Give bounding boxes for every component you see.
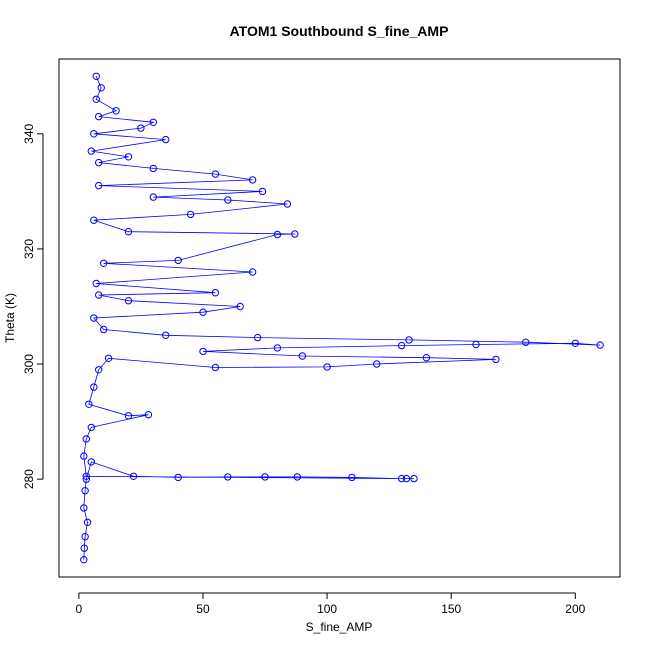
x-axis: 0 50 100 150 200 — [76, 592, 586, 616]
data-point — [174, 256, 182, 265]
data-point — [211, 289, 220, 297]
data-point — [410, 474, 418, 483]
data-point — [97, 84, 105, 92]
data-point — [273, 230, 282, 239]
y-tick-label: 320 — [22, 239, 36, 259]
data-point — [80, 504, 88, 512]
data-point — [112, 107, 120, 115]
x-tick-label: 150 — [441, 602, 461, 616]
data-point — [149, 164, 158, 173]
data-point — [283, 200, 292, 208]
data-point — [124, 153, 133, 161]
data-point — [248, 176, 257, 184]
data-point — [298, 352, 306, 360]
data-point — [224, 196, 232, 204]
data-point — [162, 135, 170, 144]
data-point — [149, 118, 158, 127]
data-point — [124, 412, 133, 420]
data-point — [596, 341, 604, 349]
data-point — [82, 472, 91, 480]
data-point — [92, 72, 100, 81]
data-point — [492, 355, 500, 364]
data-point — [95, 112, 103, 121]
data-point — [95, 181, 103, 190]
data-point — [144, 411, 153, 419]
data-point — [199, 347, 207, 356]
data-point — [81, 487, 89, 495]
data-point — [87, 147, 96, 155]
data-point — [80, 556, 88, 564]
data-point — [80, 544, 89, 552]
data-point — [323, 363, 331, 371]
data-series — [80, 72, 604, 564]
data-point — [87, 458, 96, 466]
y-tick-label: 340 — [22, 123, 36, 143]
data-point — [373, 360, 381, 368]
data-point — [100, 259, 108, 267]
data-point — [253, 333, 262, 342]
data-point — [100, 325, 108, 334]
data-point — [186, 210, 195, 219]
chart-title: ATOM1 Southbound S_fine_AMP — [230, 23, 449, 39]
data-point — [348, 473, 356, 482]
y-axis: 280 300 320 340 — [22, 123, 44, 489]
data-point — [83, 518, 92, 526]
data-point — [258, 187, 267, 196]
data-point — [124, 297, 133, 305]
data-point — [82, 435, 91, 443]
data-point — [81, 533, 89, 541]
data-point — [124, 228, 133, 236]
data-point — [95, 291, 103, 299]
data-point — [82, 475, 91, 483]
data-point — [104, 354, 113, 362]
data-point — [87, 423, 96, 432]
y-axis-label: Theta (K) — [3, 293, 17, 343]
data-point — [273, 344, 282, 352]
data-point — [405, 336, 413, 344]
data-point — [224, 473, 232, 481]
data-point — [90, 383, 98, 391]
data-point — [149, 193, 158, 201]
data-point — [90, 314, 98, 322]
data-point — [129, 472, 138, 480]
x-tick-label: 100 — [317, 602, 337, 616]
data-point — [293, 473, 301, 481]
data-point — [95, 366, 103, 374]
data-point — [402, 474, 411, 483]
data-point — [211, 170, 220, 178]
data-point — [248, 268, 257, 276]
data-point — [95, 158, 103, 167]
data-point — [174, 473, 182, 482]
data-point — [261, 473, 269, 481]
data-point — [162, 331, 170, 339]
data-point — [397, 474, 406, 483]
series-line — [83, 76, 601, 560]
data-point — [92, 279, 100, 288]
y-tick-label: 300 — [22, 354, 36, 374]
data-point — [472, 340, 480, 349]
data-point — [137, 124, 145, 132]
data-point — [92, 95, 100, 104]
data-point — [199, 308, 207, 316]
x-tick-label: 50 — [196, 602, 210, 616]
data-point — [85, 400, 93, 408]
data-point — [90, 130, 98, 138]
data-point — [397, 341, 406, 350]
data-point — [522, 338, 530, 346]
data-point — [291, 230, 299, 238]
data-point — [236, 302, 244, 311]
x-axis-label: S_fine_AMP — [306, 620, 373, 634]
data-point — [422, 354, 431, 362]
data-point — [90, 216, 98, 224]
x-tick-label: 200 — [565, 602, 585, 616]
x-tick-label: 0 — [76, 602, 83, 616]
plot-frame — [58, 58, 621, 578]
data-point — [211, 363, 220, 372]
y-tick-label: 280 — [22, 469, 36, 489]
data-point — [571, 339, 579, 347]
data-point — [80, 452, 88, 460]
